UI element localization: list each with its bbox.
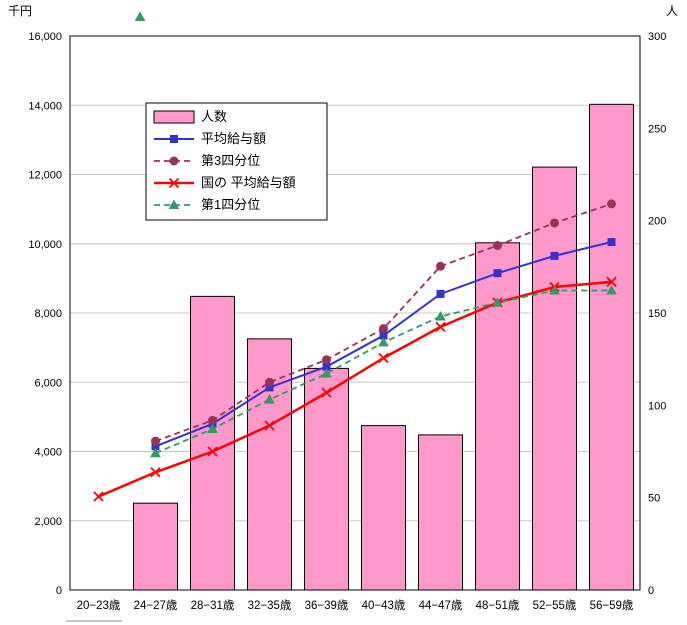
circle-marker-icon xyxy=(379,324,388,334)
x-axis-category-label: 32−35歳 xyxy=(248,599,292,612)
x-marker-icon xyxy=(93,491,104,502)
circle-marker-icon xyxy=(151,436,160,446)
left-axis-tick-label: 14,000 xyxy=(28,100,62,112)
x-axis-category-label: 36−39歳 xyxy=(305,599,349,612)
x-marker-icon xyxy=(435,321,446,332)
x-marker-icon xyxy=(168,177,180,189)
bar xyxy=(532,166,577,591)
bar xyxy=(361,425,406,591)
right-axis-tick-label: 50 xyxy=(648,493,660,505)
x-marker-icon xyxy=(606,276,617,287)
left-axis-tick-label: 16,000 xyxy=(28,31,62,43)
triangle-marker-icon xyxy=(321,368,332,378)
series-line xyxy=(98,280,612,498)
bar xyxy=(418,434,463,591)
legend-bar-swatch xyxy=(153,110,195,124)
x-axis-category-label: 24−27歳 xyxy=(134,599,178,612)
legend-item: 平均給与額 xyxy=(154,131,266,146)
circle-marker-icon xyxy=(169,156,179,166)
circle-marker-icon xyxy=(493,240,502,250)
x-axis-category-label: 44−47歳 xyxy=(419,599,463,612)
bar xyxy=(589,103,634,591)
triangle-marker-icon xyxy=(435,310,446,321)
left-axis-tick-label: 2,000 xyxy=(34,516,62,528)
square-marker-icon xyxy=(550,251,559,260)
right-axis-tick-label: 200 xyxy=(648,216,666,228)
triangle-marker-icon xyxy=(168,199,180,209)
x-axis-category-label: 52−55歳 xyxy=(533,599,577,612)
circle-marker-icon xyxy=(208,415,217,425)
legend-item-label: 国の 平均給与額 xyxy=(201,175,296,190)
bar xyxy=(304,367,349,591)
x-axis-category-label: 48−51歳 xyxy=(476,599,520,612)
circle-marker-icon xyxy=(322,355,331,365)
legend-item: 第3四分位 xyxy=(154,153,260,168)
triangle-marker-icon xyxy=(378,336,389,347)
x-marker-icon xyxy=(207,446,218,457)
right-axis-tick-label: 150 xyxy=(648,308,666,320)
square-marker-icon xyxy=(436,289,445,298)
circle-marker-icon xyxy=(550,218,559,228)
x-axis-category-label: 56−59歳 xyxy=(590,599,634,612)
x-marker-icon xyxy=(321,387,332,398)
left-axis-tick-label: 0 xyxy=(56,585,62,597)
left-axis-tick-label: 8,000 xyxy=(34,308,62,320)
square-marker-icon xyxy=(493,269,502,278)
triangle-marker-icon xyxy=(264,394,275,404)
legend-item-label: 平均給与額 xyxy=(201,131,266,146)
triangle-marker-icon xyxy=(549,284,560,295)
legend-item-label: 第1四分位 xyxy=(201,197,260,212)
x-axis-category-label: 20−23歳 xyxy=(77,599,121,612)
plot-border xyxy=(69,35,641,591)
triangle-marker-icon xyxy=(150,447,161,458)
square-marker-icon xyxy=(170,135,178,143)
triangle-marker-icon xyxy=(207,423,218,433)
x-axis-category-label: 40−43歳 xyxy=(362,599,406,612)
legend-item-label: 第3四分位 xyxy=(201,153,260,168)
circle-marker-icon xyxy=(436,261,445,271)
right-axis-tick-label: 100 xyxy=(648,400,666,412)
left-axis-tick-label: 6,000 xyxy=(34,377,62,389)
bar xyxy=(190,295,235,591)
bar xyxy=(475,242,520,591)
triangle-marker-icon xyxy=(606,284,617,295)
circle-marker-icon xyxy=(265,377,274,387)
x-marker-icon xyxy=(264,420,275,431)
left-axis-tick-label: 12,000 xyxy=(28,170,62,182)
circle-marker-icon xyxy=(607,199,616,209)
bar xyxy=(133,502,178,591)
x-axis-category-label: 28−31歳 xyxy=(191,599,235,612)
x-marker-icon xyxy=(150,467,161,478)
triangle-marker-icon xyxy=(492,297,503,307)
legend-item: 第1四分位 xyxy=(154,197,260,212)
left-axis-tick-label: 10,000 xyxy=(28,239,62,251)
x-marker-icon xyxy=(378,352,389,364)
left-axis-tick-label: 4,000 xyxy=(34,447,62,459)
right-axis-title: 人 xyxy=(666,4,678,18)
legend-item: 国の 平均給与額 xyxy=(154,175,296,190)
legend-item-label: 人数 xyxy=(201,109,227,124)
left-axis-title: 千円 xyxy=(8,4,32,18)
square-marker-icon xyxy=(607,238,616,247)
right-axis-tick-label: 0 xyxy=(648,585,654,597)
right-axis-tick-label: 250 xyxy=(648,123,666,135)
chart-render-root: 0 2,000 4,000 6,000 8,000 10,000 12,000 14,000 1… xyxy=(28,11,666,622)
right-axis-tick-label: 300 xyxy=(648,31,666,43)
triangle-marker-icon xyxy=(134,11,146,21)
legend-item: 人数 xyxy=(153,109,227,124)
